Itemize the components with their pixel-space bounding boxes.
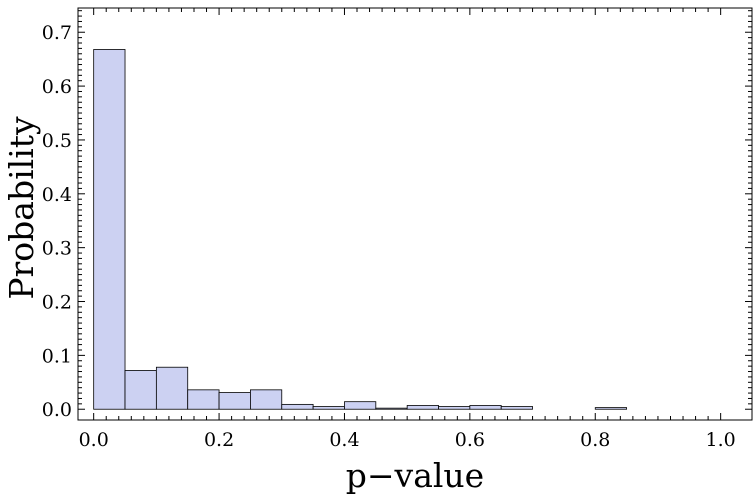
x-tick-label: 0.0 (79, 429, 109, 451)
histogram-bar (155, 366, 189, 410)
x-tick-label: 0.8 (580, 429, 610, 451)
histogram-bar (218, 392, 251, 410)
plot-frame (77, 7, 753, 421)
bars-group (93, 49, 628, 410)
histogram-bar (469, 405, 502, 410)
y-tick-label: 0.6 (42, 76, 72, 98)
y-tick-label: 0.0 (42, 399, 72, 421)
histogram-bar (438, 406, 471, 410)
y-tick-label: 0.1 (42, 345, 72, 367)
y-tick-label: 0.3 (42, 238, 72, 260)
ticks-group: 0.0 0.2 0.4 0.6 0.8 1.0 0.0 0.1 0.2 0.3 0.4 0.5 0.6 0… (42, 8, 752, 451)
histogram-bar (375, 407, 408, 410)
histogram-bar (124, 370, 157, 410)
y-tick-label: 0.4 (42, 184, 72, 206)
histogram-bar (187, 389, 220, 410)
histogram-bar (344, 401, 377, 410)
x-tick-label: 0.6 (455, 429, 485, 451)
y-tick-label: 0.2 (42, 292, 72, 314)
histogram-bar (500, 406, 533, 410)
histogram-bar (93, 49, 126, 410)
x-tick-label: 1.0 (706, 429, 736, 451)
y-tick-label: 0.5 (42, 130, 72, 152)
histogram-bar (312, 406, 345, 410)
histogram-bar (250, 389, 283, 410)
histogram-bar (281, 403, 314, 410)
x-tick-label: 0.4 (329, 429, 359, 451)
histogram-bar (594, 407, 628, 410)
histogram-bar (406, 405, 439, 410)
x-tick-label: 0.2 (204, 429, 234, 451)
y-axis-title: Probability (2, 116, 41, 300)
y-tick-label: 0.7 (42, 22, 72, 44)
x-axis-title: p−value (346, 456, 484, 495)
